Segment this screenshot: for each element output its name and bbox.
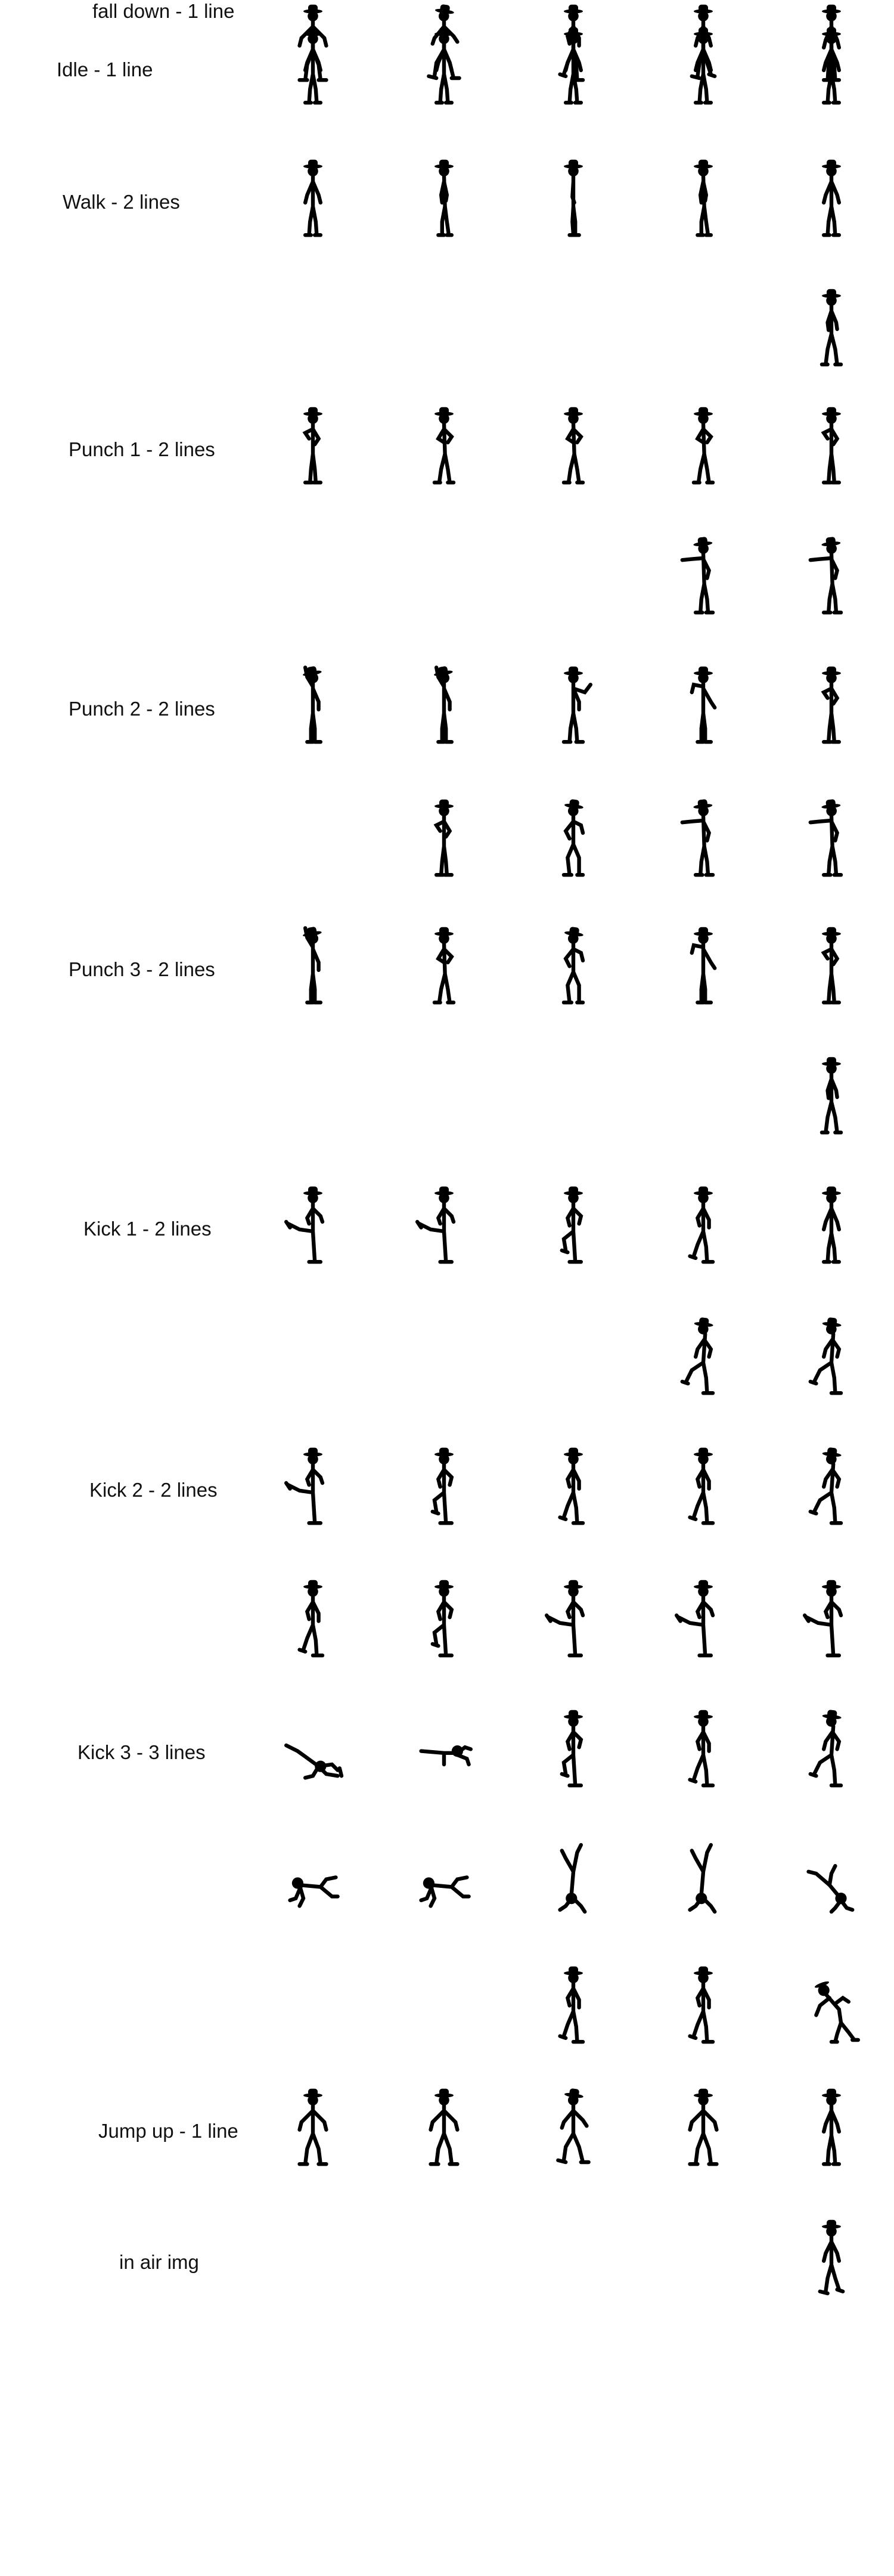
- stick-figure-sprite: [545, 1705, 602, 1795]
- stick-figure-sprite: [675, 1834, 732, 1923]
- stick-figure-sprite: [803, 1443, 860, 1532]
- stick-figure-sprite: [803, 402, 860, 492]
- stick-figure-sprite: [803, 1313, 860, 1402]
- stick-figure-sprite: [415, 1443, 473, 1532]
- row-label: Punch 1 - 2 lines: [69, 438, 215, 460]
- stick-figure-sprite: [675, 1705, 732, 1795]
- stick-figure-sprite: [803, 2215, 860, 2305]
- stick-figure-sprite: [415, 0, 473, 89]
- stick-figure-sprite: [284, 1834, 342, 1923]
- stick-figure-sprite: [284, 155, 342, 244]
- stick-figure-sprite: [675, 402, 732, 492]
- stick-figure-sprite: [675, 2084, 732, 2174]
- stick-figure-sprite: [675, 0, 732, 89]
- stick-figure-sprite: [803, 0, 860, 89]
- row-label: in air img: [119, 2251, 199, 2273]
- stick-figure-sprite: [545, 1962, 602, 2051]
- stick-figure-sprite: [803, 155, 860, 244]
- stick-figure-sprite: [803, 1834, 860, 1923]
- stick-figure-sprite: [803, 2084, 860, 2174]
- stick-figure-sprite: [803, 795, 860, 884]
- stick-figure-sprite: [803, 662, 860, 751]
- stick-figure-sprite: [803, 1705, 860, 1795]
- stick-figure-sprite: [675, 1575, 732, 1665]
- stick-figure-sprite: [675, 155, 732, 244]
- stick-figure-sprite: [545, 2084, 602, 2174]
- stick-figure-sprite: [675, 922, 732, 1012]
- stick-figure-sprite: [803, 532, 860, 622]
- stick-figure-sprite: [675, 532, 732, 622]
- stick-figure-sprite: [803, 1962, 860, 2051]
- stick-figure-sprite: [284, 1705, 344, 1795]
- stick-figure-sprite: [545, 662, 602, 751]
- row-label: Walk - 2 lines: [63, 191, 180, 213]
- stick-figure-sprite: [803, 284, 860, 374]
- stick-figure-sprite: [545, 155, 602, 244]
- stick-figure-sprite: [284, 402, 342, 492]
- stick-figure-sprite: [675, 1962, 732, 2051]
- stick-figure-sprite: [675, 1182, 732, 1271]
- stick-figure-sprite: [415, 795, 473, 884]
- row-label: Punch 3 - 2 lines: [69, 958, 215, 980]
- row-label: Kick 3 - 3 lines: [77, 1741, 206, 1763]
- stick-figure-sprite: [284, 0, 342, 89]
- stick-figure-sprite: [415, 1705, 473, 1795]
- row-label: fall down - 1 line: [92, 0, 235, 22]
- stick-figure-sprite: [284, 922, 342, 1012]
- stick-figure-sprite: [545, 1834, 602, 1923]
- row-label: Kick 2 - 2 lines: [89, 1479, 218, 1501]
- stick-figure-sprite: [545, 402, 602, 492]
- stick-figure-sprite: [675, 1313, 732, 1402]
- row-label: Jump up - 1 line: [98, 2120, 238, 2142]
- stick-figure-sprite: [545, 1182, 602, 1271]
- stick-figure-sprite: [675, 662, 732, 751]
- row-label: Punch 2 - 2 lines: [69, 698, 215, 720]
- stick-figure-sprite: [415, 1834, 473, 1923]
- stick-figure-sprite: [545, 795, 602, 884]
- stick-figure-sprite: [545, 922, 602, 1012]
- stick-figure-sprite: [415, 922, 473, 1012]
- stick-figure-sprite: [284, 1443, 342, 1532]
- stick-figure-sprite: [545, 0, 602, 89]
- stick-figure-sprite: [675, 795, 732, 884]
- stick-figure-sprite: [415, 1575, 473, 1665]
- stick-figure-sprite: [284, 1575, 342, 1665]
- stick-figure-sprite: [415, 662, 473, 751]
- stick-figure-sprite: [803, 1575, 860, 1665]
- stick-figure-sprite: [415, 155, 473, 244]
- stick-figure-sprite: [284, 662, 342, 751]
- stick-figure-sprite: [803, 922, 860, 1012]
- stick-figure-sprite: [415, 1182, 473, 1271]
- stick-figure-sprite: [803, 1182, 860, 1271]
- stick-figure-sprite: [803, 1052, 860, 1142]
- stick-figure-sprite: [415, 402, 473, 492]
- stick-figure-sprite: [415, 2084, 473, 2174]
- stick-figure-sprite: [545, 1575, 602, 1665]
- stick-figure-sprite: [545, 1443, 602, 1532]
- row-label: Idle - 1 line: [57, 58, 153, 80]
- stick-figure-sprite: [675, 1443, 732, 1532]
- stick-figure-sprite: [284, 1182, 342, 1271]
- stick-figure-sprite: [284, 2084, 342, 2174]
- row-label: Kick 1 - 2 lines: [83, 1218, 212, 1240]
